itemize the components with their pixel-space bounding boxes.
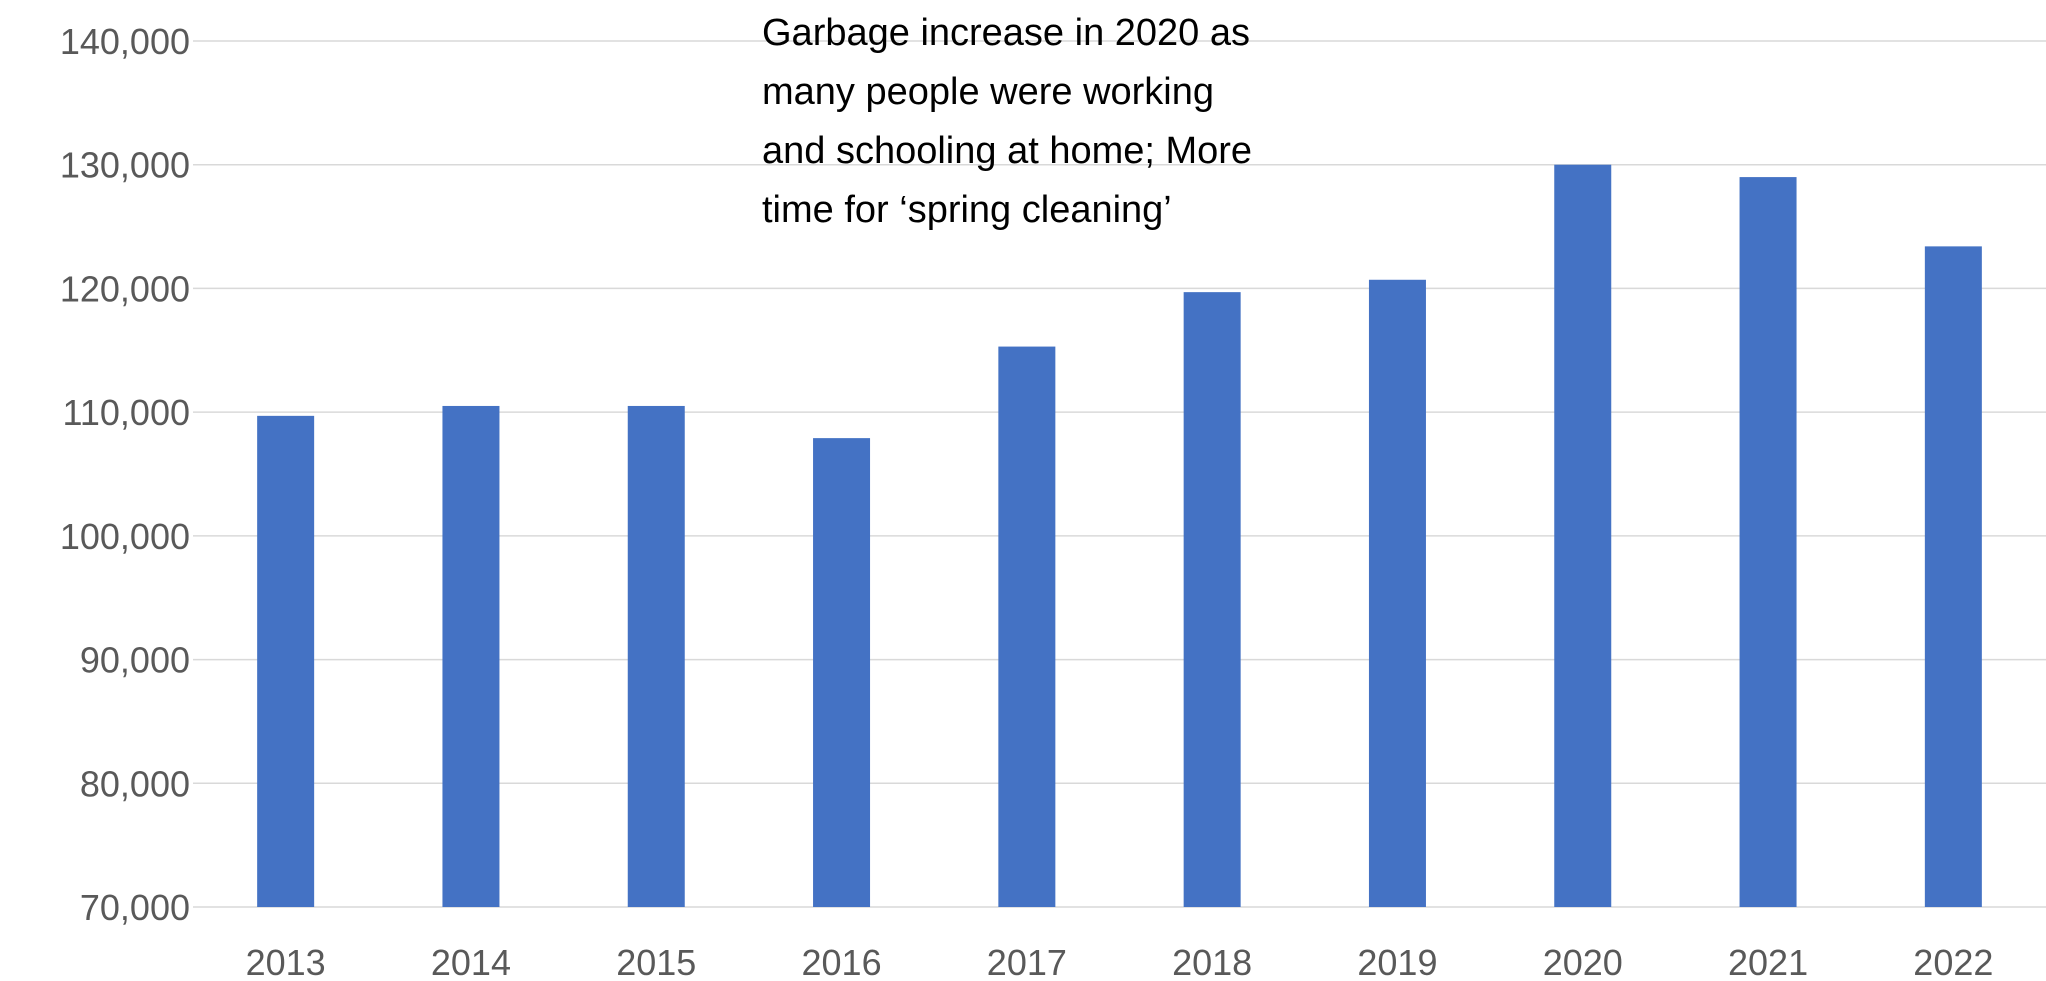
bar-2022 [1924,246,1982,907]
gridlines [193,40,2046,908]
bar-2016 [813,438,871,907]
y-tick-label: 140,000 [60,21,190,62]
annotation-line: many people were working [762,71,1215,113]
bar-2021 [1739,177,1797,908]
y-tick-label: 80,000 [80,763,190,804]
annotation-line: Garbage increase in 2020 as [762,12,1250,54]
y-axis-tick-labels: 70,000 80,000 90,000 100,000 110,000 120,000 1… [60,21,190,928]
x-tick-label: 2020 [1543,942,1623,981]
y-tick-label: 110,000 [63,392,190,433]
y-tick-label: 90,000 [80,640,190,681]
bar-2014 [442,405,500,907]
y-tick-label: 120,000 [60,268,190,309]
x-tick-label: 2013 [246,942,326,981]
y-tick-label: 70,000 [80,887,190,928]
x-tick-label: 2017 [987,942,1067,981]
bar-2019 [1368,279,1426,908]
bar-2020 [1554,164,1612,907]
bar-2015 [627,405,685,907]
chart-annotation: Garbage increase in 2020 as many people … [762,4,1382,240]
bar-2013 [257,415,315,907]
annotation-line: and schooling at home; More [762,130,1253,172]
y-tick-label: 100,000 [60,516,190,557]
x-tick-label: 2022 [1913,942,1993,981]
x-axis-tick-labels: 2013 2014 2015 2016 2017 2018 2019 2020 2021 2022 [246,942,1994,981]
bar-2017 [998,346,1056,907]
y-tick-label: 130,000 [60,145,190,186]
x-tick-label: 2018 [1172,942,1252,981]
x-tick-label: 2015 [616,942,696,981]
bar-2018 [1183,292,1241,907]
x-tick-label: 2021 [1728,942,1808,981]
x-tick-label: 2014 [431,942,511,981]
bars [257,164,1982,908]
annotation-line: time for ‘spring cleaning’ [762,189,1172,231]
x-tick-label: 2019 [1357,942,1437,981]
x-tick-label: 2016 [802,942,882,981]
